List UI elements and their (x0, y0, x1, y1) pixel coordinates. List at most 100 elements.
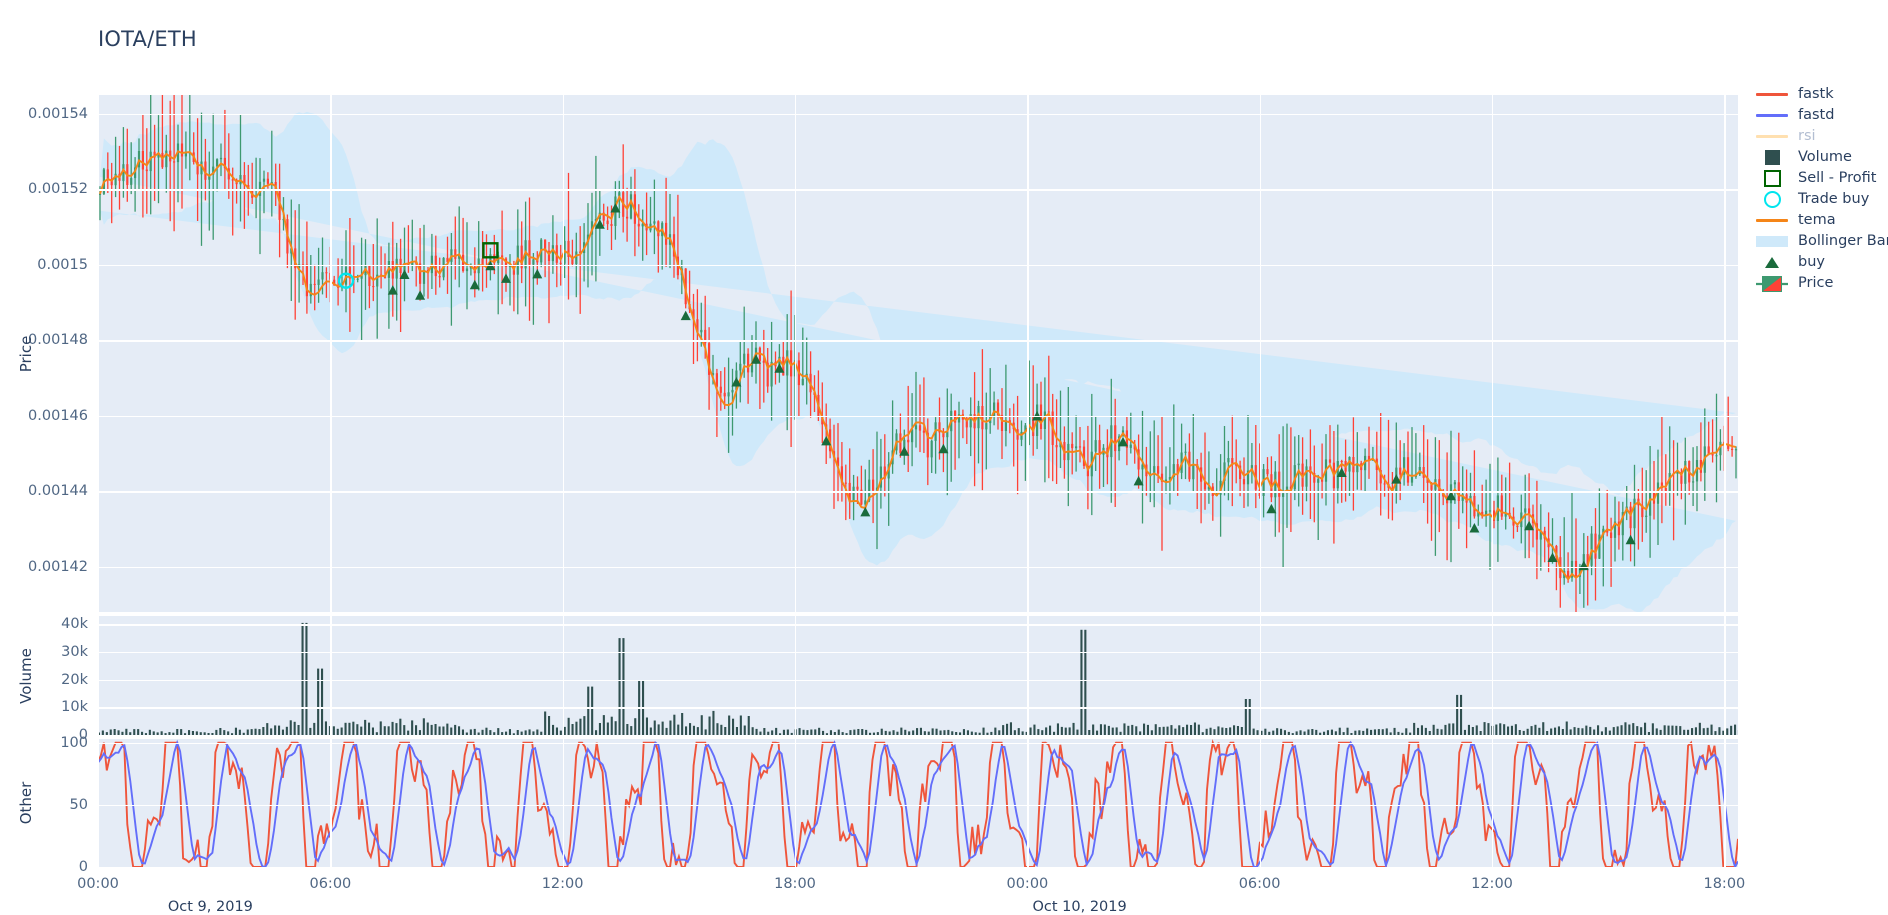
legend-label: fastk (1798, 84, 1834, 105)
grid-line-vertical (1724, 95, 1725, 612)
volume-bar (1131, 725, 1133, 735)
legend-item-sell-profit[interactable]: Sell - Profit (1755, 168, 1888, 189)
volume-bar (1108, 726, 1110, 735)
legend-item-fastd[interactable]: fastd (1755, 105, 1888, 126)
x-tick: 12:00 (542, 876, 584, 892)
candle-body (1071, 444, 1073, 448)
candle-body (1305, 466, 1307, 486)
candle-body (1095, 440, 1097, 452)
price-y-tick: 0.00148 (28, 332, 88, 348)
volume-bar (1538, 728, 1540, 735)
candle-body (181, 144, 183, 157)
candle-body (1712, 454, 1714, 455)
line-icon (1756, 114, 1788, 117)
legend-item-tema[interactable]: tema (1755, 210, 1888, 231)
volume-bar (1476, 725, 1478, 735)
volume-bar (1628, 725, 1630, 736)
volume-bar (1499, 723, 1501, 735)
candle-body (419, 264, 421, 284)
candle-body (161, 153, 163, 167)
legend-label: tema (1798, 210, 1836, 231)
candle-body (1231, 458, 1233, 464)
grid-line-vertical (563, 739, 564, 867)
candle-body (1610, 533, 1612, 539)
candle-body (173, 161, 175, 162)
volume-bar (403, 725, 405, 735)
volume-bar (1394, 728, 1396, 735)
volume-bar (1640, 727, 1642, 735)
volume-bar (685, 726, 687, 735)
candle-body (665, 223, 667, 245)
volume-bar (1597, 725, 1599, 735)
volume-bar (634, 718, 636, 735)
candle-body (731, 390, 733, 393)
volume-bar (583, 716, 585, 735)
price-axis-title: Price (17, 335, 35, 372)
volume-bar (1605, 727, 1607, 735)
candle-body (724, 393, 726, 397)
candle-body (747, 354, 749, 373)
volume-bar (1581, 728, 1583, 735)
candle-body (931, 441, 933, 458)
legend-item-volume[interactable]: Volume (1755, 147, 1888, 168)
legend-label: Volume (1798, 147, 1852, 168)
line-icon (1756, 135, 1788, 138)
volume-bar (1198, 725, 1200, 735)
volume-bar (497, 728, 499, 735)
grid-line-vertical (795, 616, 796, 735)
volume-bar (1217, 726, 1219, 735)
candle-body (1278, 472, 1280, 497)
line-icon (1755, 105, 1789, 126)
volume-bar (1186, 725, 1188, 735)
volume-bar (544, 712, 546, 736)
volume-bar (1444, 725, 1446, 735)
volume-bar (626, 724, 628, 735)
volume-bar (372, 728, 374, 736)
grid-line-vertical (563, 616, 564, 735)
volume-bar (1104, 725, 1106, 736)
candle-body (720, 387, 722, 393)
legend-item-bollinger-band[interactable]: Bollinger Band (1755, 231, 1888, 252)
volume-bar (1112, 728, 1114, 735)
candle-body (1079, 446, 1081, 447)
candle-body (653, 221, 655, 223)
candle-body (1044, 412, 1046, 430)
candle-body (786, 350, 788, 375)
volume-bar (219, 728, 221, 735)
legend-item-buy[interactable]: buy (1755, 252, 1888, 273)
volume-bar (591, 687, 593, 735)
volume-bar (1621, 725, 1623, 735)
grid-line-vertical (330, 739, 331, 867)
volume-bar (431, 725, 433, 735)
volume-bar (728, 716, 730, 736)
candle-body (1227, 458, 1229, 462)
volume-bar (611, 717, 613, 735)
volume-bar (1155, 724, 1157, 735)
volume-bar (572, 724, 574, 735)
legend-item-price[interactable]: Price (1755, 273, 1888, 294)
candle-body (911, 429, 913, 442)
volume-bar (270, 728, 272, 735)
hollow-square-icon (1764, 170, 1781, 187)
volume-bar (1703, 728, 1705, 735)
candle-body (1348, 457, 1350, 472)
volume-bar (454, 725, 456, 735)
volume-bar (818, 728, 820, 735)
other-y-tick: 100 (60, 735, 88, 751)
hollow-circle-icon (1764, 191, 1781, 208)
candle-body (552, 245, 554, 261)
x-tick: 00:00 (77, 876, 119, 892)
legend-item-fastk[interactable]: fastk (1755, 84, 1888, 105)
volume-bar (693, 726, 695, 735)
candle-body (743, 354, 745, 364)
volume-bar (274, 725, 276, 735)
line-icon (1756, 219, 1788, 222)
grid-line-vertical (1260, 95, 1261, 612)
legend-item-trade-buy[interactable]: Trade buy (1755, 189, 1888, 210)
legend-item-rsi[interactable]: rsi (1755, 126, 1888, 147)
volume-bar (920, 728, 922, 735)
volume-bar (1413, 723, 1415, 735)
x-tick: 12:00 (1471, 876, 1513, 892)
volume-bar (1127, 726, 1129, 735)
